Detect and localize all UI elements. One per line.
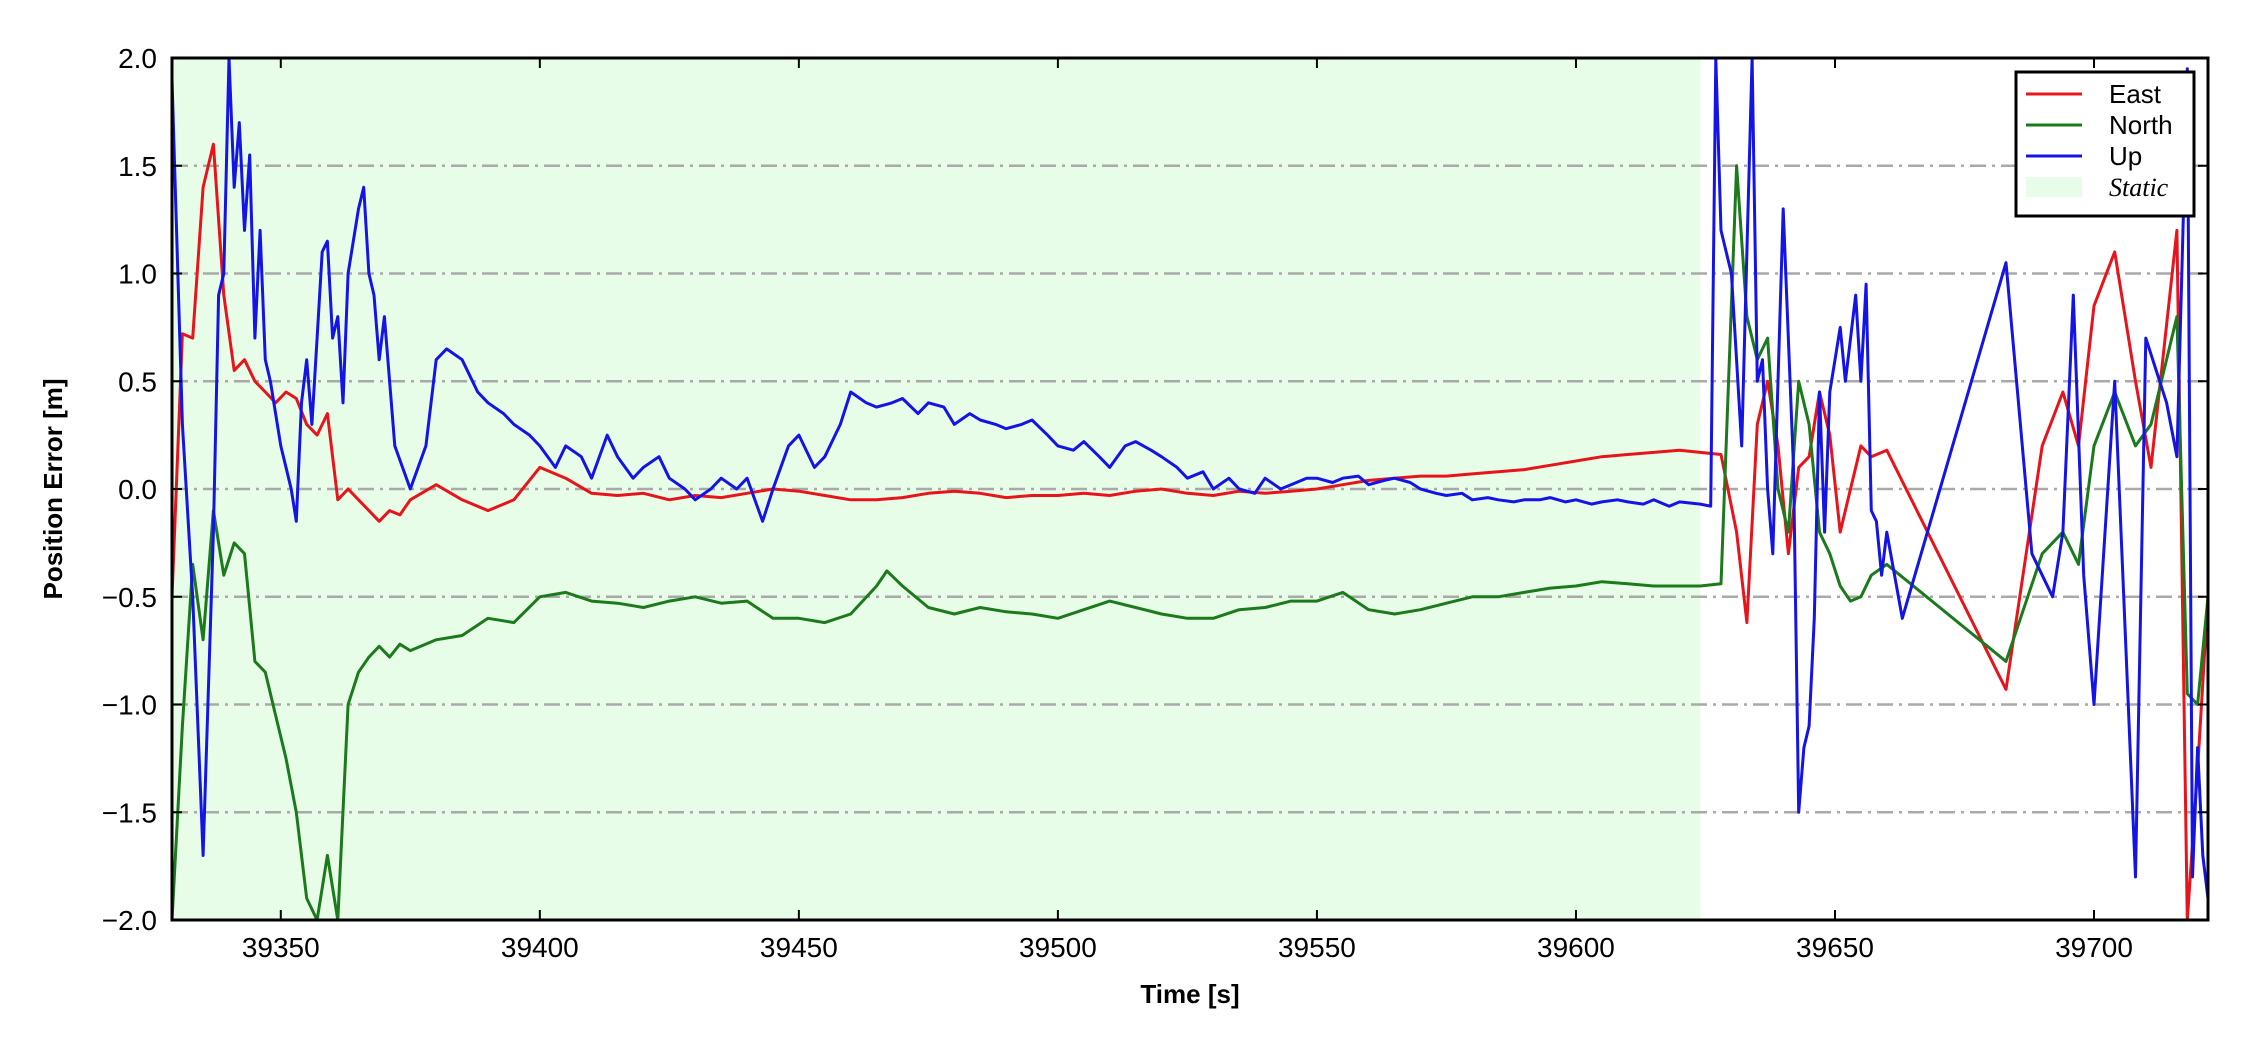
y-tick-label: 0.5 bbox=[118, 366, 157, 397]
legend-label-static: Static bbox=[2109, 173, 2169, 202]
x-tick-label: 39350 bbox=[242, 932, 320, 963]
series-line-up bbox=[172, 58, 2208, 899]
x-tick-label: 39400 bbox=[501, 932, 579, 963]
axis-ticks: 39350 39400 39450 39500 39550 39600 39650 39700… bbox=[102, 43, 2208, 963]
y-tick-label: −0.5 bbox=[102, 582, 157, 613]
series-line-east bbox=[172, 142, 2208, 920]
y-tick-label: −2.0 bbox=[102, 905, 157, 936]
x-tick-label: 39500 bbox=[1019, 932, 1097, 963]
y-tick-label: 1.5 bbox=[118, 151, 157, 182]
series-line-north bbox=[172, 164, 2208, 920]
y-tick-label: −1.5 bbox=[102, 797, 157, 828]
y-axis-title: Position Error [m] bbox=[38, 378, 68, 599]
series-lines bbox=[172, 58, 2208, 920]
legend-swatch-static bbox=[2026, 177, 2082, 197]
legend-label-east: East bbox=[2109, 79, 2162, 109]
y-tick-label: 1.0 bbox=[118, 259, 157, 290]
x-tick-label: 39550 bbox=[1278, 932, 1356, 963]
legend-label-north: North bbox=[2109, 110, 2173, 140]
y-tick-label: 0.0 bbox=[118, 474, 157, 505]
x-tick-label: 39450 bbox=[760, 932, 838, 963]
x-tick-label: 39600 bbox=[1537, 932, 1615, 963]
x-tick-label: 39650 bbox=[1796, 932, 1874, 963]
y-tick-label: −1.0 bbox=[102, 690, 157, 721]
y-tick-label: 2.0 bbox=[118, 43, 157, 74]
legend-label-up: Up bbox=[2109, 141, 2142, 171]
x-axis-title: Time [s] bbox=[1140, 979, 1239, 1009]
x-tick-label: 39700 bbox=[2055, 932, 2133, 963]
